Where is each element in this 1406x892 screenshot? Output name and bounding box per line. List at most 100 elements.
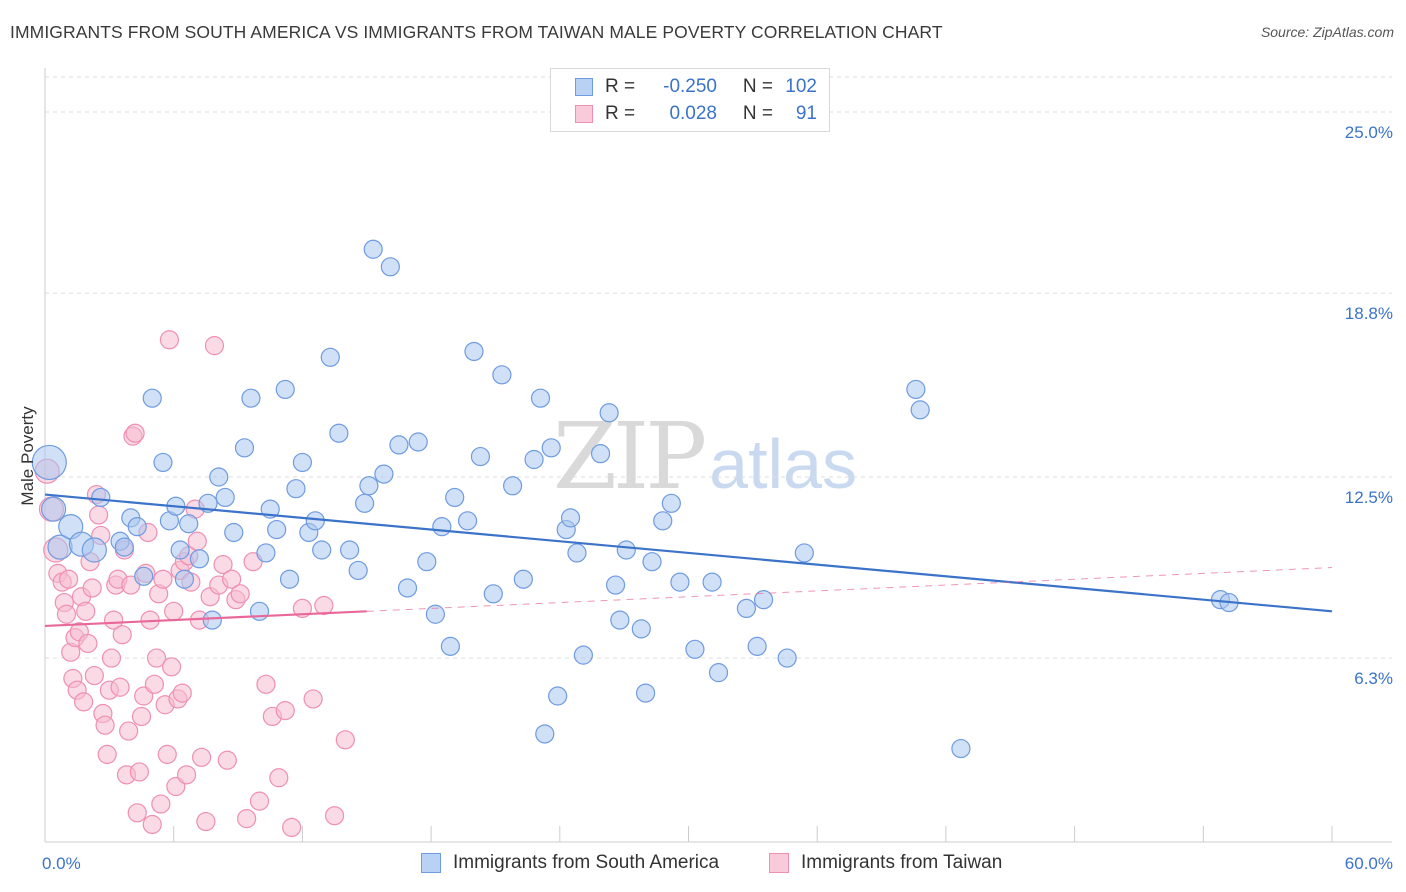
trend-lines <box>44 493 1333 628</box>
south-america-point <box>535 724 555 744</box>
south-america-point <box>483 584 503 604</box>
taiwan-trend-line <box>44 610 367 628</box>
taiwan-point <box>95 715 115 735</box>
south-america-point <box>292 452 312 473</box>
taiwan-point <box>104 610 124 630</box>
watermark-atlas: atlas <box>709 425 858 503</box>
south-america-point <box>215 487 235 508</box>
legend-item-south-america[interactable]: Immigrants from South America <box>421 852 719 874</box>
south-america-point <box>91 487 111 508</box>
south-america-point <box>753 590 774 610</box>
south-america-point <box>380 257 400 277</box>
taiwan-point <box>172 683 192 703</box>
tick-labels: 25.0% 18.8% 12.5% 6.3% 0.0% 60.0% <box>42 123 1393 873</box>
south-america-point <box>910 400 930 420</box>
x-tick-label: 0.0% <box>42 854 81 873</box>
south-america-point <box>432 517 452 537</box>
south-america-point <box>642 552 662 572</box>
south-america-point <box>312 540 332 560</box>
taiwan-point <box>129 762 149 782</box>
south-america-point <box>599 403 619 423</box>
legend-r-label: R = <box>605 103 636 124</box>
legend-n-value: 102 <box>785 76 817 97</box>
south-america-point <box>114 537 134 557</box>
taiwan-point <box>161 657 182 677</box>
taiwan-point <box>249 791 270 811</box>
y-tick-label: 25.0% <box>1345 123 1393 142</box>
taiwan-point <box>144 674 164 694</box>
south-america-point <box>142 388 162 408</box>
south-america-point <box>567 543 587 563</box>
south-america-point <box>153 452 173 473</box>
taiwan-point <box>282 817 302 838</box>
south-america-point <box>951 738 971 759</box>
legend-swatch-blue <box>421 853 441 873</box>
taiwan-point <box>217 750 237 770</box>
south-america-point <box>355 493 375 513</box>
south-america-point <box>320 347 340 367</box>
south-america-point <box>81 537 107 563</box>
south-america-point <box>503 476 523 496</box>
south-america-point <box>408 432 428 452</box>
taiwan-point <box>82 578 102 598</box>
south-america-point <box>249 601 270 621</box>
taiwan-point <box>119 721 139 741</box>
south-america-point <box>425 604 445 624</box>
south-america-point <box>736 598 757 619</box>
taiwan-point <box>164 601 184 621</box>
south-america-trend-line <box>44 493 1333 613</box>
legend-swatch-blue <box>575 78 593 96</box>
legend-r-value: 0.028 <box>669 103 717 124</box>
taiwan-point <box>101 648 122 668</box>
south-america-point <box>906 379 926 400</box>
taiwan-point <box>196 811 216 832</box>
south-america-point <box>363 239 383 259</box>
south-america-point <box>359 476 379 496</box>
south-america-point <box>670 572 690 592</box>
legend-row-taiwan: R = 0.028 N = 91 <box>575 101 817 127</box>
taiwan-point <box>176 765 197 785</box>
taiwan-point <box>125 423 145 443</box>
south-america-point <box>417 552 437 572</box>
legend-label: Immigrants from South America <box>453 852 720 873</box>
south-america-point <box>286 479 306 499</box>
taiwan-point <box>56 604 77 624</box>
taiwan-point <box>84 665 104 686</box>
south-america-point <box>305 511 325 531</box>
series-legend: Immigrants from South America Immigrants… <box>0 852 1406 878</box>
taiwan-point <box>303 689 323 709</box>
south-america-point <box>513 569 533 589</box>
south-america-point <box>339 540 360 560</box>
south-america-point <box>348 560 368 581</box>
south-america-point <box>548 686 568 706</box>
watermark-zip: ZIP <box>553 403 707 510</box>
south-america-point <box>198 493 218 513</box>
y-tick-label: 6.3% <box>1354 669 1393 688</box>
taiwan-point <box>89 505 109 525</box>
x-tick-label: 60.0% <box>1345 854 1393 873</box>
south-america-point <box>590 444 611 464</box>
south-america-point <box>457 511 478 531</box>
taiwan-point <box>187 531 207 551</box>
south-america-point <box>40 496 67 522</box>
taiwan-point <box>78 633 98 654</box>
y-axis-label: Male Poverty <box>18 406 37 506</box>
south-america-point <box>605 575 626 595</box>
south-america-point <box>631 619 651 639</box>
south-america-point <box>241 388 261 408</box>
legend-swatch-pink <box>769 853 789 873</box>
south-america-point <box>389 435 409 455</box>
legend-row-south-america: R = -0.250 N = 102 <box>575 74 817 100</box>
chart-title: IMMIGRANTS FROM SOUTH AMERICA VS IMMIGRA… <box>10 22 943 42</box>
taiwan-point <box>159 330 180 350</box>
south-america-point <box>134 566 154 586</box>
taiwan-points <box>34 330 355 838</box>
taiwan-point <box>146 648 167 668</box>
taiwan-point <box>131 706 152 727</box>
legend-item-taiwan[interactable]: Immigrants from Taiwan <box>769 852 1002 874</box>
taiwan-trend-line-extension <box>366 567 1333 612</box>
south-america-point <box>174 569 195 589</box>
south-america-point <box>464 341 484 362</box>
legend-n-label: N = <box>742 103 773 124</box>
south-america-point <box>256 543 276 563</box>
